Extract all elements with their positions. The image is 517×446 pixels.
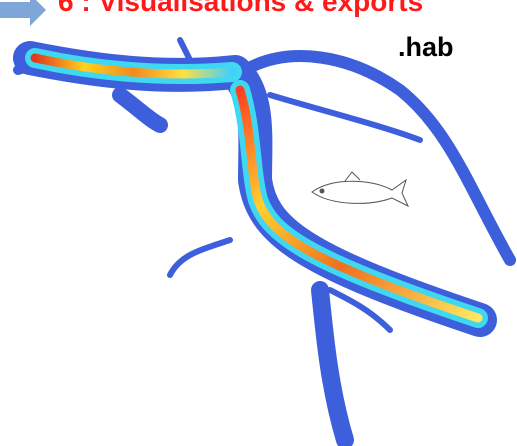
habitat-quality <box>25 48 488 328</box>
arrow <box>0 0 46 26</box>
slide-title: 6 : Visualisations & exports <box>58 0 424 17</box>
river-channels <box>13 37 516 446</box>
fish-icon <box>311 171 410 208</box>
format-label: .hab <box>398 32 454 62</box>
